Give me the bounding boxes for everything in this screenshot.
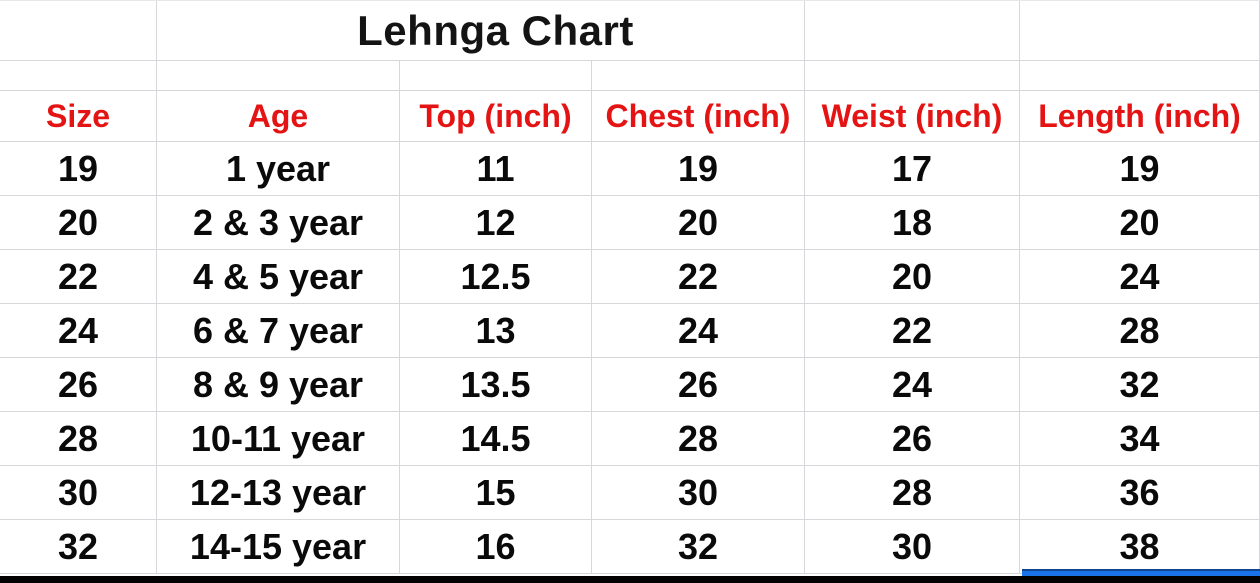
header-cell-length: Length (inch) xyxy=(1020,91,1260,142)
spacer-row xyxy=(0,61,1260,91)
cell: 26 xyxy=(592,358,805,412)
empty-cell xyxy=(1020,61,1260,91)
cell: 28 xyxy=(592,412,805,466)
cell: 24 xyxy=(805,358,1020,412)
header-cell-age: Age xyxy=(157,91,400,142)
cell: 4 & 5 year xyxy=(157,250,400,304)
cell: 19 xyxy=(1020,142,1260,196)
cell: 36 xyxy=(1020,466,1260,520)
cell: 6 & 7 year xyxy=(157,304,400,358)
empty-cell xyxy=(0,1,157,61)
cell: 19 xyxy=(592,142,805,196)
cell: 32 xyxy=(0,520,157,574)
cell: 32 xyxy=(592,520,805,574)
cell: 12.5 xyxy=(400,250,592,304)
cell: 12-13 year xyxy=(157,466,400,520)
cell: 32 xyxy=(1020,358,1260,412)
cell: 22 xyxy=(0,250,157,304)
empty-cell xyxy=(805,1,1020,61)
cell: 22 xyxy=(592,250,805,304)
cell: 24 xyxy=(592,304,805,358)
title-row: Lehnga Chart xyxy=(0,1,1260,61)
cell: 2 & 3 year xyxy=(157,196,400,250)
header-cell-size: Size xyxy=(0,91,157,142)
header-cell-top: Top (inch) xyxy=(400,91,592,142)
cell: 20 xyxy=(592,196,805,250)
cell: 24 xyxy=(0,304,157,358)
header-cell-weist: Weist (inch) xyxy=(805,91,1020,142)
empty-cell xyxy=(400,61,592,91)
empty-cell xyxy=(157,61,400,91)
selection-highlight-bar xyxy=(1022,569,1260,576)
chart-title: Lehnga Chart xyxy=(157,1,805,61)
table-row: 28 10-11 year 14.5 28 26 34 xyxy=(0,412,1260,466)
bottom-black-bar xyxy=(0,576,1260,583)
empty-cell xyxy=(805,61,1020,91)
table-row: 19 1 year 11 19 17 19 xyxy=(0,142,1260,196)
cell: 10-11 year xyxy=(157,412,400,466)
table-row: 20 2 & 3 year 12 20 18 20 xyxy=(0,196,1260,250)
cell: 28 xyxy=(0,412,157,466)
cell: 15 xyxy=(400,466,592,520)
cell: 30 xyxy=(592,466,805,520)
header-row: Size Age Top (inch) Chest (inch) Weist (… xyxy=(0,91,1260,142)
cell: 11 xyxy=(400,142,592,196)
cell: 20 xyxy=(0,196,157,250)
cell: 30 xyxy=(805,520,1020,574)
table-row: 26 8 & 9 year 13.5 26 24 32 xyxy=(0,358,1260,412)
cell: 26 xyxy=(805,412,1020,466)
empty-cell xyxy=(1020,1,1260,61)
cell: 17 xyxy=(805,142,1020,196)
cell: 38 xyxy=(1020,520,1260,574)
cell: 13.5 xyxy=(400,358,592,412)
empty-cell xyxy=(0,61,157,91)
cell: 24 xyxy=(1020,250,1260,304)
cell: 30 xyxy=(0,466,157,520)
cell: 16 xyxy=(400,520,592,574)
cell: 14-15 year xyxy=(157,520,400,574)
cell: 13 xyxy=(400,304,592,358)
cell: 20 xyxy=(805,250,1020,304)
table-row: 30 12-13 year 15 30 28 36 xyxy=(0,466,1260,520)
cell: 34 xyxy=(1020,412,1260,466)
table-row: 22 4 & 5 year 12.5 22 20 24 xyxy=(0,250,1260,304)
table-row: 32 14-15 year 16 32 30 38 xyxy=(0,520,1260,574)
cell: 22 xyxy=(805,304,1020,358)
cell: 8 & 9 year xyxy=(157,358,400,412)
cell: 12 xyxy=(400,196,592,250)
cell: 20 xyxy=(1020,196,1260,250)
table-row: 24 6 & 7 year 13 24 22 28 xyxy=(0,304,1260,358)
cell: 26 xyxy=(0,358,157,412)
cell: 18 xyxy=(805,196,1020,250)
cell: 28 xyxy=(805,466,1020,520)
header-cell-chest: Chest (inch) xyxy=(592,91,805,142)
cell: 14.5 xyxy=(400,412,592,466)
empty-cell xyxy=(592,61,805,91)
cell: 28 xyxy=(1020,304,1260,358)
cell: 1 year xyxy=(157,142,400,196)
cell: 19 xyxy=(0,142,157,196)
